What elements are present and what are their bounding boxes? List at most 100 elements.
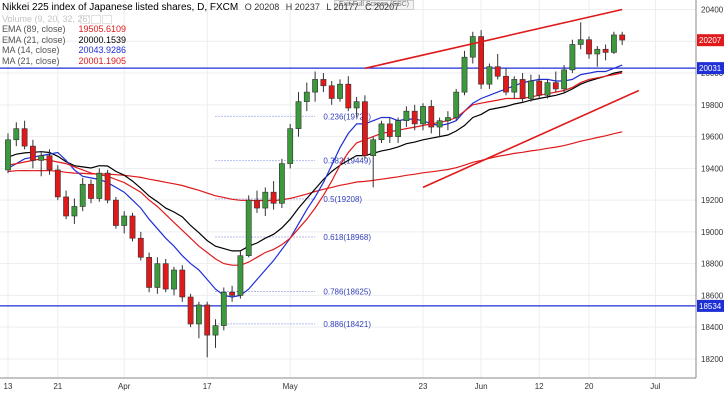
indicator-name: EMA (21, close) (2, 34, 66, 45)
close-icon[interactable] (101, 14, 112, 24)
y-tick-label: 19000 (701, 228, 724, 237)
candle-body (71, 206, 78, 217)
candle-body (561, 69, 567, 90)
candle-body (212, 325, 219, 336)
candle-body (461, 56, 468, 93)
candle-body (511, 79, 518, 93)
candle-body (187, 296, 194, 325)
candle-body (469, 36, 476, 58)
x-tick-label: 23 (419, 382, 428, 391)
candle-body (436, 120, 443, 128)
ohlc-high: H 20237 (285, 2, 320, 12)
legend-row-ma14[interactable]: MA (14, close) 20043.9286 (2, 45, 399, 56)
indicator-name: MA (21, close) (2, 55, 60, 66)
candle-body (494, 66, 501, 77)
candle-body (486, 66, 493, 85)
candle-body (254, 199, 260, 209)
candle-body (79, 183, 86, 207)
candle-body (88, 183, 94, 199)
candle-body (370, 139, 377, 156)
candle-body (328, 85, 335, 99)
candle-body (262, 191, 269, 209)
legend-row-ema89[interactable]: EMA (89, close) 19505.6109 (2, 24, 399, 35)
ohlc-close: C 20207 (365, 2, 400, 12)
volume-label: Volume (9, 20, 32, 26) (2, 13, 91, 24)
ohlc-low: L 20177 (326, 2, 359, 12)
candle-body (619, 34, 626, 41)
fib-level-label: 0.618(18968) (323, 233, 371, 242)
legend-row-ema21[interactable]: EMA (21, close) 20000.1539 (2, 35, 399, 46)
trendline (422, 89, 640, 189)
x-tick-label: 13 (4, 382, 13, 391)
candle-body (320, 79, 327, 87)
x-tick-label: 20 (585, 382, 594, 391)
candle-body (245, 199, 252, 257)
candle-body (577, 39, 584, 45)
settings-icon[interactable] (90, 14, 101, 24)
candle-body (503, 75, 509, 93)
indicator-value: 19505.6109 (78, 24, 127, 35)
candle-body (13, 128, 20, 141)
legend-row-ma21[interactable]: MA (21, close) 20001.1905 (2, 56, 399, 67)
candle-body (137, 237, 144, 258)
candle-body (104, 172, 111, 201)
x-tick-label: Jun (475, 382, 488, 391)
y-tick-label: 18800 (701, 260, 724, 269)
chart-title: Nikkei 225 index of Japanese listed shar… (2, 2, 239, 13)
candle-body (610, 34, 617, 53)
candle-body (411, 110, 418, 125)
candle-body (63, 196, 69, 217)
candle-body (386, 123, 393, 137)
candle-body (361, 101, 368, 156)
y-tick-label: 20400 (701, 6, 724, 15)
fib-level-label: 0.786(18625) (323, 287, 371, 296)
candle-body (220, 291, 227, 326)
y-tick-label: 19600 (701, 133, 724, 142)
x-tick-label: 12 (535, 382, 544, 391)
candle-body (303, 91, 310, 102)
candle-body (146, 256, 152, 288)
chart-legend: Nikkei 225 index of Japanese listed shar… (2, 2, 399, 67)
candle-body (519, 79, 526, 99)
candle-body (196, 304, 202, 325)
fib-level-label: 0.5(19208) (323, 195, 362, 204)
candle-body (403, 110, 410, 122)
y-tick-label: 18400 (701, 323, 724, 332)
candle-body (46, 155, 53, 171)
candle-body (586, 39, 592, 55)
candle-body (544, 82, 551, 96)
price-tag-label: 20031 (699, 64, 722, 73)
visibility-icon[interactable] (79, 14, 90, 24)
candle-body (54, 169, 61, 198)
candle-body (171, 269, 177, 290)
legend-row-volume[interactable]: Volume (9, 20, 32, 26) (2, 14, 399, 25)
fib-level-label: 0.886(18421) (323, 320, 371, 329)
candle-body (345, 83, 352, 109)
candle-body (312, 79, 318, 93)
candle-body (552, 82, 559, 90)
trendline (364, 8, 623, 70)
y-tick-label: 19200 (701, 196, 724, 205)
candle-body (287, 128, 294, 164)
candle-body (395, 120, 401, 137)
candle-body (295, 101, 302, 129)
candle-body (162, 263, 169, 290)
indicator-name: EMA (89, close) (2, 24, 66, 35)
price-tag (697, 299, 724, 312)
x-tick-label: May (283, 382, 298, 391)
y-tick-label: 18600 (701, 291, 724, 300)
candle-body (428, 106, 435, 128)
candle-body (237, 255, 244, 296)
indicator-line (7, 70, 623, 252)
indicator-value: 20000.1539 (78, 34, 127, 45)
exit-fullscreen-button[interactable]: Exit Full Screen (ESC) (334, 0, 415, 10)
y-tick-label: 19800 (701, 101, 724, 110)
fib-level-label: 0.236(19727) (323, 112, 371, 121)
candle-body (527, 80, 534, 99)
candle-body (38, 155, 45, 161)
candle-body (453, 91, 460, 118)
candle-body (536, 80, 543, 96)
x-tick-label: Jul (650, 382, 660, 391)
